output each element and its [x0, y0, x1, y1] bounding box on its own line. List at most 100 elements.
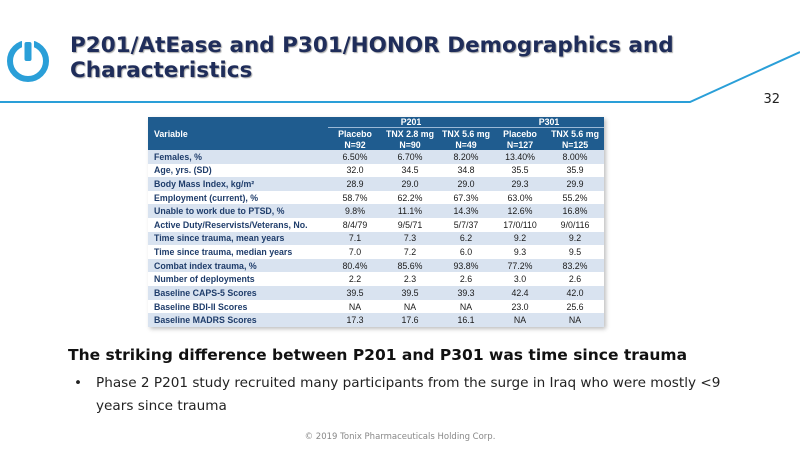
table-cell: 6.2 — [438, 231, 495, 246]
bullet-marker: • — [74, 375, 83, 391]
table-row: Baseline CAPS-5 Scores 39.5 39.5 39.3 42.4 42… — [148, 286, 605, 300]
table-cell: 7.2 — [382, 245, 438, 259]
table-cell: 11.1% — [382, 204, 438, 219]
page-number: 32 — [763, 92, 780, 107]
table-row: Unable to work due to PTSD, % 9.8% 11.1% 14… — [148, 204, 605, 219]
table-cell: 2.2 — [328, 272, 382, 287]
table-cell: 13.40% — [494, 150, 547, 164]
table-cell: 9.2 — [494, 231, 547, 246]
column-header: Placebo — [494, 127, 547, 139]
table-cell: 93.8% — [438, 258, 495, 273]
column-n: N=92 — [328, 139, 382, 150]
column-header: TNX 5.6 mg — [546, 127, 605, 139]
table-cell: 7.1 — [328, 231, 382, 246]
table-cell: 80.4% — [328, 258, 382, 273]
table-row: Time since trauma, median years 7.0 7.2 6.0… — [148, 245, 605, 259]
table-cell: 16.1 — [438, 313, 495, 327]
table-cell: 7.0 — [328, 245, 382, 259]
table-row: Time since trauma, mean years 7.1 7.3 6.2 9.… — [148, 231, 605, 246]
table-cell: 9/5/71 — [382, 218, 438, 232]
table-row: Body Mass Index, kg/m² 28.9 29.0 29.0 29.3 29… — [148, 177, 605, 191]
table-row: Combat index trauma, % 80.4% 85.6% 93.8% 77.… — [148, 258, 605, 273]
table-cell: 35.9 — [546, 163, 605, 178]
table-cell: 85.6% — [382, 258, 438, 273]
demographics-table: Variable P201 P301 Placebo TNX 2.8 mg TN… — [148, 117, 605, 327]
row-label: Time since trauma, median years — [148, 245, 328, 259]
table-row: Females, % 6.50% 6.70% 8.20% 13.40% 8.00% — [148, 150, 605, 164]
table-cell: 17.3 — [328, 313, 382, 327]
row-label: Unable to work due to PTSD, % — [148, 204, 328, 219]
table-cell: 16.8% — [546, 204, 605, 219]
table-cell: 29.0 — [438, 177, 495, 191]
row-label: Combat index trauma, % — [148, 258, 328, 273]
table-cell: 8.00% — [546, 150, 605, 164]
table-cell: 12.6% — [494, 204, 547, 219]
table-body: Females, % 6.50% 6.70% 8.20% 13.40% 8.00% Age,… — [148, 150, 605, 327]
group-header-p301: P301 — [494, 117, 605, 128]
copyright-footer: © 2019 Tonix Pharmaceuticals Holding Cor… — [304, 432, 496, 442]
table-cell: 67.3% — [438, 190, 495, 205]
bullet-item: • Phase 2 P201 study recruited many part… — [74, 372, 736, 418]
row-label: Baseline MADRS Scores — [148, 313, 328, 327]
table-cell: 25.6 — [546, 299, 605, 314]
table-cell: 29.9 — [546, 177, 605, 191]
table-cell: 8/4/79 — [328, 218, 382, 232]
row-label: Baseline BDI-II Scores — [148, 299, 328, 314]
table-cell: 29.3 — [494, 177, 547, 191]
table-cell: 83.2% — [546, 258, 605, 273]
key-finding-heading: The striking difference between P201 and… — [68, 346, 688, 364]
variable-header: Variable — [148, 117, 328, 150]
table-cell: 14.3% — [438, 204, 495, 219]
table-cell: 55.2% — [546, 190, 605, 205]
column-n: N=49 — [438, 139, 495, 150]
row-label: Age, yrs. (SD) — [148, 163, 328, 178]
table-cell: 9/0/116 — [546, 218, 605, 232]
table-cell: 77.2% — [494, 258, 547, 273]
table-cell: 3.0 — [494, 272, 547, 287]
table-cell: 6.50% — [328, 150, 382, 164]
table-cell: 34.8 — [438, 163, 495, 178]
table-cell: 58.7% — [328, 190, 382, 205]
table-cell: 62.2% — [382, 190, 438, 205]
row-label: Time since trauma, mean years — [148, 231, 328, 246]
header-divider-line — [0, 51, 800, 103]
table-row: Active Duty/Reservists/Veterans, No. 8/4/… — [148, 218, 605, 232]
table-cell: 9.8% — [328, 204, 382, 219]
row-label: Baseline CAPS-5 Scores — [148, 286, 328, 300]
table-cell: 17/0/110 — [494, 218, 547, 232]
table-cell: NA — [546, 313, 605, 327]
table-cell: NA — [494, 313, 547, 327]
table-cell: 7.3 — [382, 231, 438, 246]
table-cell: NA — [438, 299, 495, 314]
column-n: N=90 — [382, 139, 438, 150]
row-label: Active Duty/Reservists/Veterans, No. — [148, 218, 328, 232]
table-cell: 23.0 — [494, 299, 547, 314]
group-header-p201: P201 — [328, 117, 495, 128]
row-label: Females, % — [148, 150, 328, 164]
table-cell: NA — [328, 299, 382, 314]
table-row: Age, yrs. (SD) 32.0 34.5 34.8 35.5 35.9 — [148, 163, 605, 178]
table-cell: 34.5 — [382, 163, 438, 178]
table-cell: 2.6 — [546, 272, 605, 287]
table-cell: 2.3 — [382, 272, 438, 287]
table-cell: 17.6 — [382, 313, 438, 327]
column-header: TNX 5.6 mg — [438, 127, 495, 139]
table-cell: 8.20% — [438, 150, 495, 164]
table-cell: 2.6 — [438, 272, 495, 287]
table-row: Baseline BDI-II Scores NA NA NA 23.0 25.6 — [148, 299, 605, 314]
table-cell: 9.3 — [494, 245, 547, 259]
table-row: Number of deployments 2.2 2.3 2.6 3.0 2.6 — [148, 272, 605, 287]
row-label: Body Mass Index, kg/m² — [148, 177, 328, 191]
table-cell: 5/7/37 — [438, 218, 495, 232]
table-cell: 32.0 — [328, 163, 382, 178]
table-row: Baseline MADRS Scores 17.3 17.6 16.1 NA NA — [148, 313, 605, 327]
power-icon — [7, 40, 49, 82]
column-header: Placebo — [328, 127, 382, 139]
table-cell: 29.0 — [382, 177, 438, 191]
row-label: Employment (current), % — [148, 190, 328, 205]
table-row: Employment (current), % 58.7% 62.2% 67.3% 63… — [148, 190, 605, 205]
table-cell: 42.4 — [494, 286, 547, 300]
row-label: Number of deployments — [148, 272, 328, 287]
column-header: TNX 2.8 mg — [382, 127, 438, 139]
table-cell: 42.0 — [546, 286, 605, 300]
